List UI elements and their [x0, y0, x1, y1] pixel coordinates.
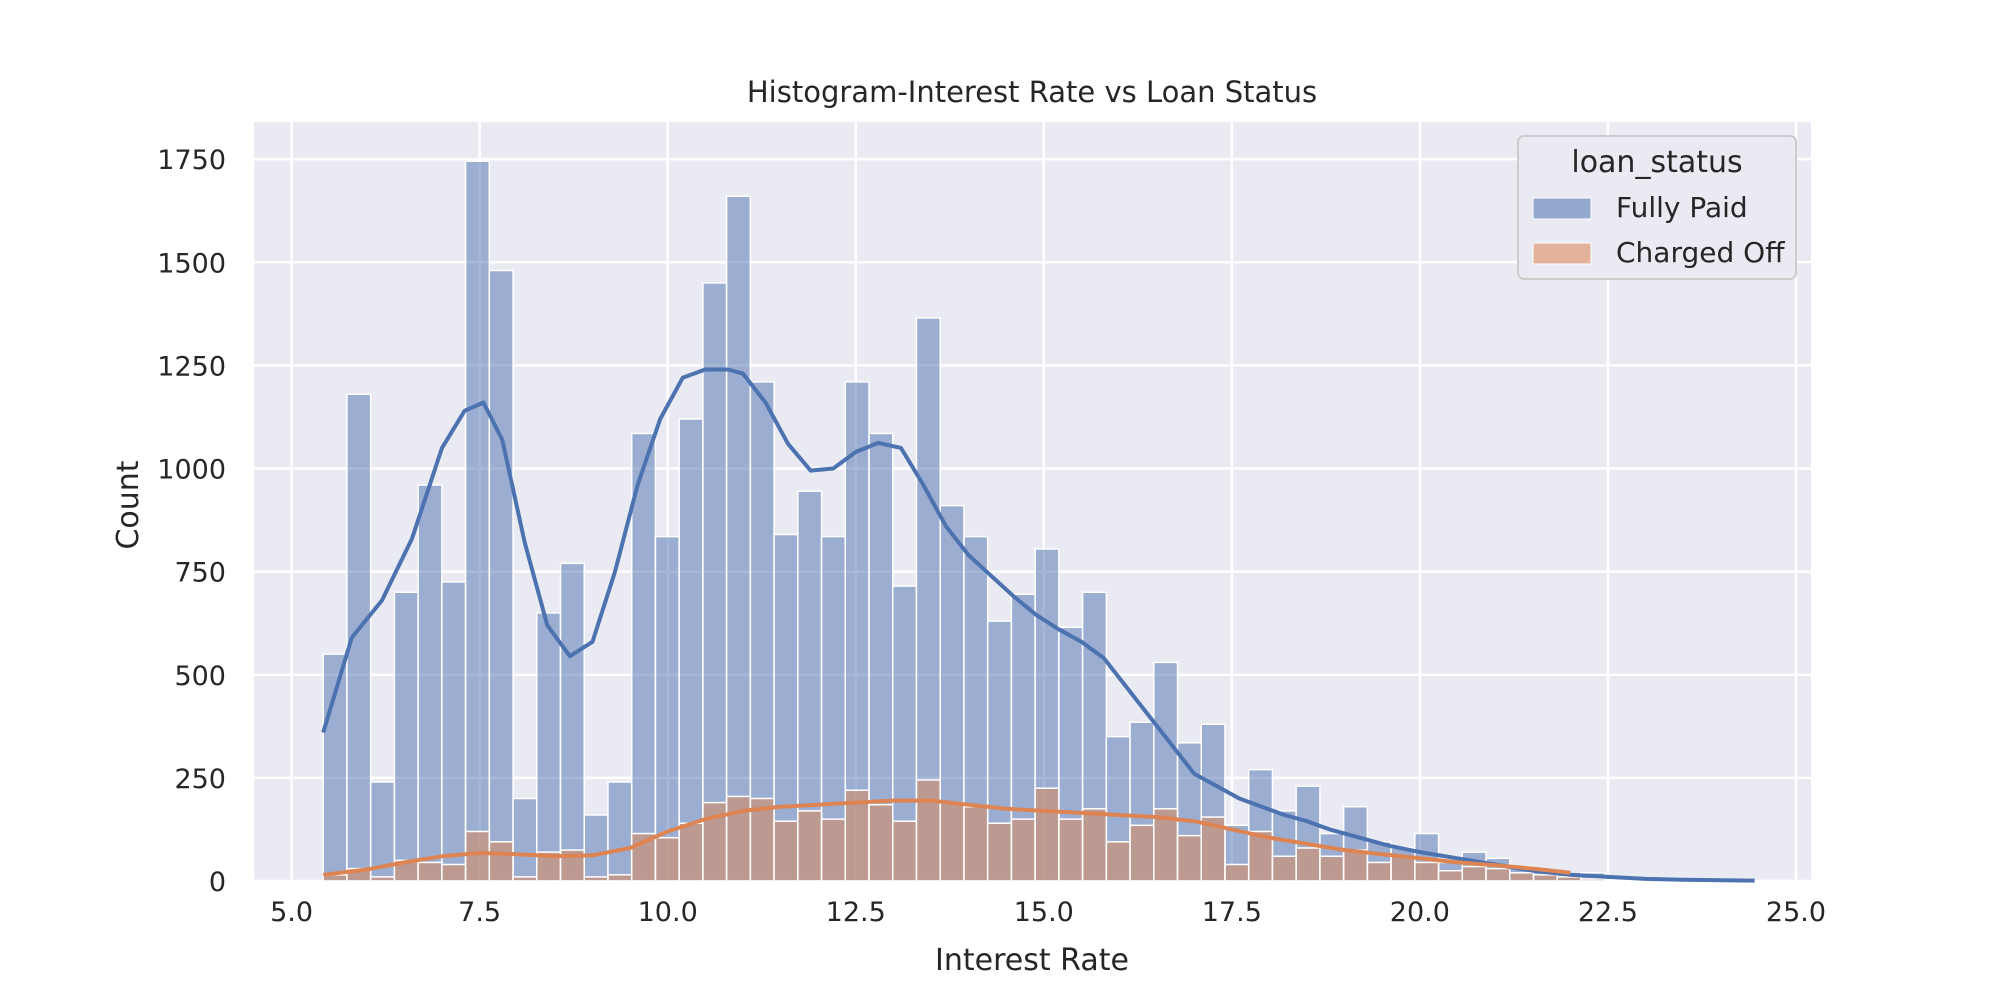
kde-curve-charged-off	[322, 798, 1571, 877]
bar-charged-off	[1224, 863, 1250, 882]
bar-charged-off	[607, 874, 633, 882]
legend-swatch-charged-off	[1532, 242, 1592, 265]
legend-label-charged-off: Charged Off	[1616, 236, 1785, 269]
y-tick-label: 1000	[157, 455, 226, 486]
bar-charged-off	[1342, 849, 1369, 882]
bar-charged-off	[868, 803, 894, 882]
bar-charged-off	[1129, 824, 1155, 882]
bar-charged-off	[939, 801, 965, 882]
bar-fully-paid	[559, 562, 585, 882]
bar-charged-off	[1390, 855, 1416, 882]
bar-fully-paid	[678, 418, 704, 882]
legend-swatch-fully-paid	[1532, 197, 1592, 220]
bar-charged-off	[773, 820, 799, 882]
bar-fully-paid	[702, 282, 728, 882]
bar-fully-paid	[417, 484, 443, 882]
bar-charged-off	[1319, 855, 1345, 882]
bar-fully-paid	[512, 797, 538, 882]
bar-charged-off	[1509, 872, 1535, 882]
y-tick-label: 1250	[157, 351, 226, 382]
x-tick-label: 20.0	[1390, 897, 1450, 928]
bar-fully-paid	[607, 781, 633, 882]
bar-charged-off	[915, 779, 941, 882]
kde-curve-fully-paid	[321, 367, 1755, 883]
y-tick-label: 1750	[157, 145, 226, 176]
bar-charged-off	[1058, 818, 1084, 882]
x-tick-label: 15.0	[1014, 897, 1074, 928]
x-tick-labels: 5.0 7.5 10.0 12.5 15.0 17.5 20.0 22.5 25.0	[270, 897, 1826, 928]
legend-title: loan_status	[1571, 145, 1742, 180]
x-tick-label: 17.5	[1202, 897, 1262, 928]
bar-charged-off	[1081, 808, 1108, 882]
bar-fully-paid	[464, 160, 491, 882]
y-axis-label: Count	[111, 460, 146, 549]
bar-charged-off	[1366, 861, 1392, 882]
bar-charged-off	[583, 876, 609, 882]
bar-charged-off	[986, 822, 1013, 882]
bar-charged-off	[678, 822, 704, 882]
chart-title: Histogram-Interest Rate vs Loan Status	[747, 75, 1317, 109]
bar-charged-off	[1532, 874, 1558, 882]
y-tick-label: 1500	[157, 248, 226, 279]
bar-charged-off	[1105, 841, 1131, 882]
bar-charged-off	[464, 830, 491, 882]
bar-fully-paid	[725, 195, 752, 882]
bar-charged-off	[488, 841, 514, 882]
bar-charged-off	[797, 810, 823, 882]
bar-charged-off	[1200, 816, 1226, 882]
x-tick-label: 10.0	[638, 897, 698, 928]
histogram-bars	[322, 160, 1796, 882]
x-tick-label: 5.0	[270, 897, 313, 928]
bar-charged-off	[369, 876, 396, 882]
bar-fully-paid	[441, 581, 467, 882]
bar-fully-paid	[583, 814, 609, 882]
bar-charged-off	[1603, 879, 1630, 882]
bar-charged-off	[820, 818, 847, 882]
bar-charged-off	[1010, 818, 1036, 882]
bar-charged-off	[654, 836, 680, 882]
bar-charged-off	[1437, 869, 1464, 882]
y-tick-label: 0	[209, 867, 226, 898]
bar-charged-off	[1034, 787, 1060, 882]
x-tick-label: 22.5	[1578, 897, 1638, 928]
bar-charged-off	[891, 820, 918, 882]
bar-charged-off	[1295, 847, 1321, 882]
legend: loan_status Fully Paid Charged Off	[1517, 135, 1797, 280]
bar-fully-paid	[488, 269, 514, 882]
bar-charged-off	[1485, 867, 1511, 882]
y-tick-labels: 0 250 500 750 1000 1250 1500 1750	[157, 145, 226, 898]
bar-charged-off	[963, 806, 989, 882]
bar-charged-off	[441, 863, 467, 882]
bar-charged-off	[1271, 855, 1297, 882]
x-tick-label: 7.5	[458, 897, 501, 928]
y-tick-label: 750	[174, 558, 226, 589]
bar-fully-paid	[393, 591, 419, 882]
legend-label-fully-paid: Fully Paid	[1616, 191, 1748, 224]
bar-charged-off	[1461, 865, 1487, 882]
bar-charged-off	[1580, 878, 1606, 882]
kde-curves	[321, 367, 1755, 883]
y-tick-label: 500	[174, 661, 226, 692]
x-tick-label: 12.5	[826, 897, 886, 928]
bar-fully-paid	[536, 612, 562, 882]
bar-charged-off	[1176, 834, 1203, 882]
x-axis-label: Interest Rate	[935, 943, 1129, 978]
bar-charged-off	[1556, 876, 1582, 882]
bar-charged-off	[417, 861, 443, 882]
y-tick-label: 250	[174, 764, 226, 795]
bar-charged-off	[512, 876, 538, 882]
bar-charged-off	[1414, 861, 1440, 882]
x-tick-label: 25.0	[1766, 897, 1826, 928]
